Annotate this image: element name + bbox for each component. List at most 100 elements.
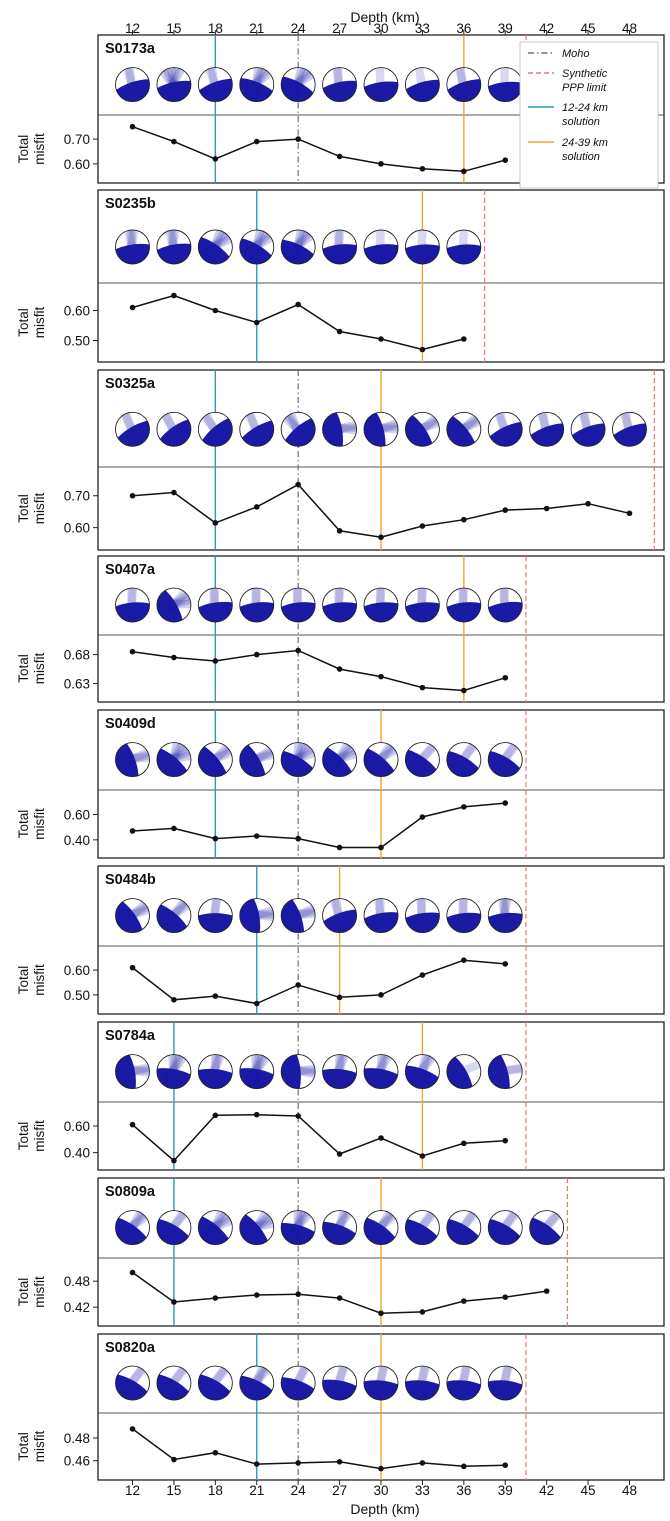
- beachball-overlay: [285, 742, 309, 777]
- y-tick-label: 0.60: [64, 963, 90, 978]
- misfit-point: [171, 997, 177, 1003]
- beachball-overlay: [201, 1210, 228, 1245]
- beachball-overlay: [281, 1064, 316, 1078]
- panel-event-id: S0173a: [105, 41, 156, 57]
- focal-mechanism: [363, 898, 399, 934]
- y-axis-label: Total: [16, 135, 31, 164]
- beachball-overlay: [241, 1366, 271, 1401]
- focal-mechanism: [322, 1210, 358, 1246]
- misfit-point: [129, 1426, 136, 1432]
- beachball-overlay: [446, 416, 481, 441]
- misfit-point: [378, 1310, 384, 1317]
- beachball-overlay: [327, 1054, 351, 1089]
- beachball-overlay: [240, 67, 272, 102]
- focal-mechanism: [156, 898, 192, 934]
- bottom-tick-label: 27: [332, 1483, 347, 1498]
- y-tick-label: 0.70: [64, 489, 90, 504]
- beachball-overlay: [364, 742, 398, 776]
- focal-mechanism: [280, 1210, 316, 1246]
- beachball-overlay: [620, 412, 637, 447]
- beachball-overlay: [369, 1054, 391, 1089]
- misfit-point: [212, 1295, 219, 1301]
- beachball-overlay: [115, 901, 150, 928]
- beachball-overlay: [124, 230, 139, 265]
- y-tick-label: 0.60: [64, 521, 90, 536]
- beachball-overlay: [209, 1054, 220, 1089]
- misfit-point: [502, 1294, 509, 1300]
- beachball-quadrant: [322, 909, 357, 933]
- beachball-overlay: [167, 67, 179, 102]
- beachball-overlay: [250, 588, 262, 623]
- beachball-overlay: [453, 1366, 473, 1401]
- beachball-overlay: [239, 907, 274, 922]
- beachball-overlay: [198, 747, 233, 771]
- focal-mechanism: [156, 229, 192, 265]
- misfit-point: [171, 1157, 177, 1164]
- misfit-point: [336, 153, 343, 160]
- beachball-overlay: [446, 414, 481, 444]
- bottom-tick-label: 18: [208, 1483, 223, 1498]
- top-axis-ticks: 12 15 18 21 24 27 30 33 36 39 42 45 48: [125, 21, 637, 36]
- panel-s0173a: S0173a 0.60 0.70 Total misfit: [16, 34, 665, 184]
- y-tick-label: 0.50: [64, 988, 90, 1003]
- beachball-overlay: [125, 67, 139, 102]
- misfit-line: [132, 649, 506, 692]
- beachball-overlay: [287, 1210, 308, 1245]
- focal-mechanism: [529, 411, 565, 447]
- beachball-quadrant: [281, 75, 316, 102]
- beachball-overlay: [446, 742, 480, 777]
- misfit-point: [129, 648, 136, 655]
- beachball-overlay: [281, 230, 316, 263]
- beachball-quadrant: [322, 745, 354, 777]
- panel-event-id: S0484b: [105, 872, 156, 888]
- beachball-overlay: [116, 1366, 148, 1401]
- top-tick-label: 36: [456, 21, 471, 36]
- y-tick-label: 0.60: [64, 304, 90, 319]
- misfit-point: [336, 328, 343, 335]
- beachball-overlay: [208, 898, 221, 933]
- beachball-overlay: [374, 588, 387, 623]
- beachball-overlay: [117, 1210, 147, 1245]
- top-axis-title: Depth (km): [350, 9, 419, 25]
- beachball-overlay: [281, 903, 316, 927]
- top-tick-label: 30: [373, 21, 388, 36]
- beachball-overlay: [458, 898, 468, 933]
- focal-mechanism: [404, 411, 440, 447]
- beachball-quadrant: [405, 748, 439, 777]
- beachball-overlay: [205, 1054, 224, 1089]
- misfit-point: [378, 844, 384, 851]
- beachball-overlay: [115, 1366, 149, 1401]
- beachball-quadrant: [281, 239, 316, 265]
- focal-mechanism: [197, 67, 233, 103]
- misfit-point: [212, 658, 219, 664]
- misfit-line: [132, 1428, 506, 1470]
- beachball-overlay: [243, 412, 269, 447]
- beachball-overlay: [239, 1214, 274, 1240]
- focal-mechanism: [156, 742, 192, 778]
- misfit-point: [171, 1299, 177, 1305]
- beachball-overlay: [327, 1366, 350, 1401]
- focal-mechanism: [404, 1210, 440, 1246]
- beachball-overlay: [454, 67, 472, 102]
- beachball-overlay: [198, 1211, 233, 1243]
- beachball-quadrant: [239, 77, 274, 102]
- beachball-overlay: [199, 1366, 230, 1401]
- focal-mechanism: [446, 67, 482, 103]
- misfit-point: [212, 993, 219, 999]
- beachball-overlay: [239, 749, 274, 768]
- beachball-overlay: [115, 1062, 150, 1080]
- top-tick-label: 42: [539, 21, 554, 36]
- beachball-overlay: [206, 898, 223, 933]
- beachball-overlay: [497, 898, 512, 933]
- focal-mechanism: [115, 1054, 150, 1090]
- beachball-overlay: [239, 67, 274, 101]
- beachball-overlay: [496, 898, 513, 933]
- beachball-overlay: [412, 1366, 432, 1401]
- beachball-overlay: [579, 412, 595, 447]
- beachball-overlay: [156, 588, 191, 622]
- beachball-overlay: [332, 588, 345, 623]
- focal-mechanism: [322, 67, 358, 103]
- beachball-overlay: [158, 742, 188, 777]
- bottom-axis-ticks: 12 15 18 21 24 27 30 33 36 39 42 45 48: [125, 1480, 637, 1498]
- beachball-overlay: [322, 421, 357, 435]
